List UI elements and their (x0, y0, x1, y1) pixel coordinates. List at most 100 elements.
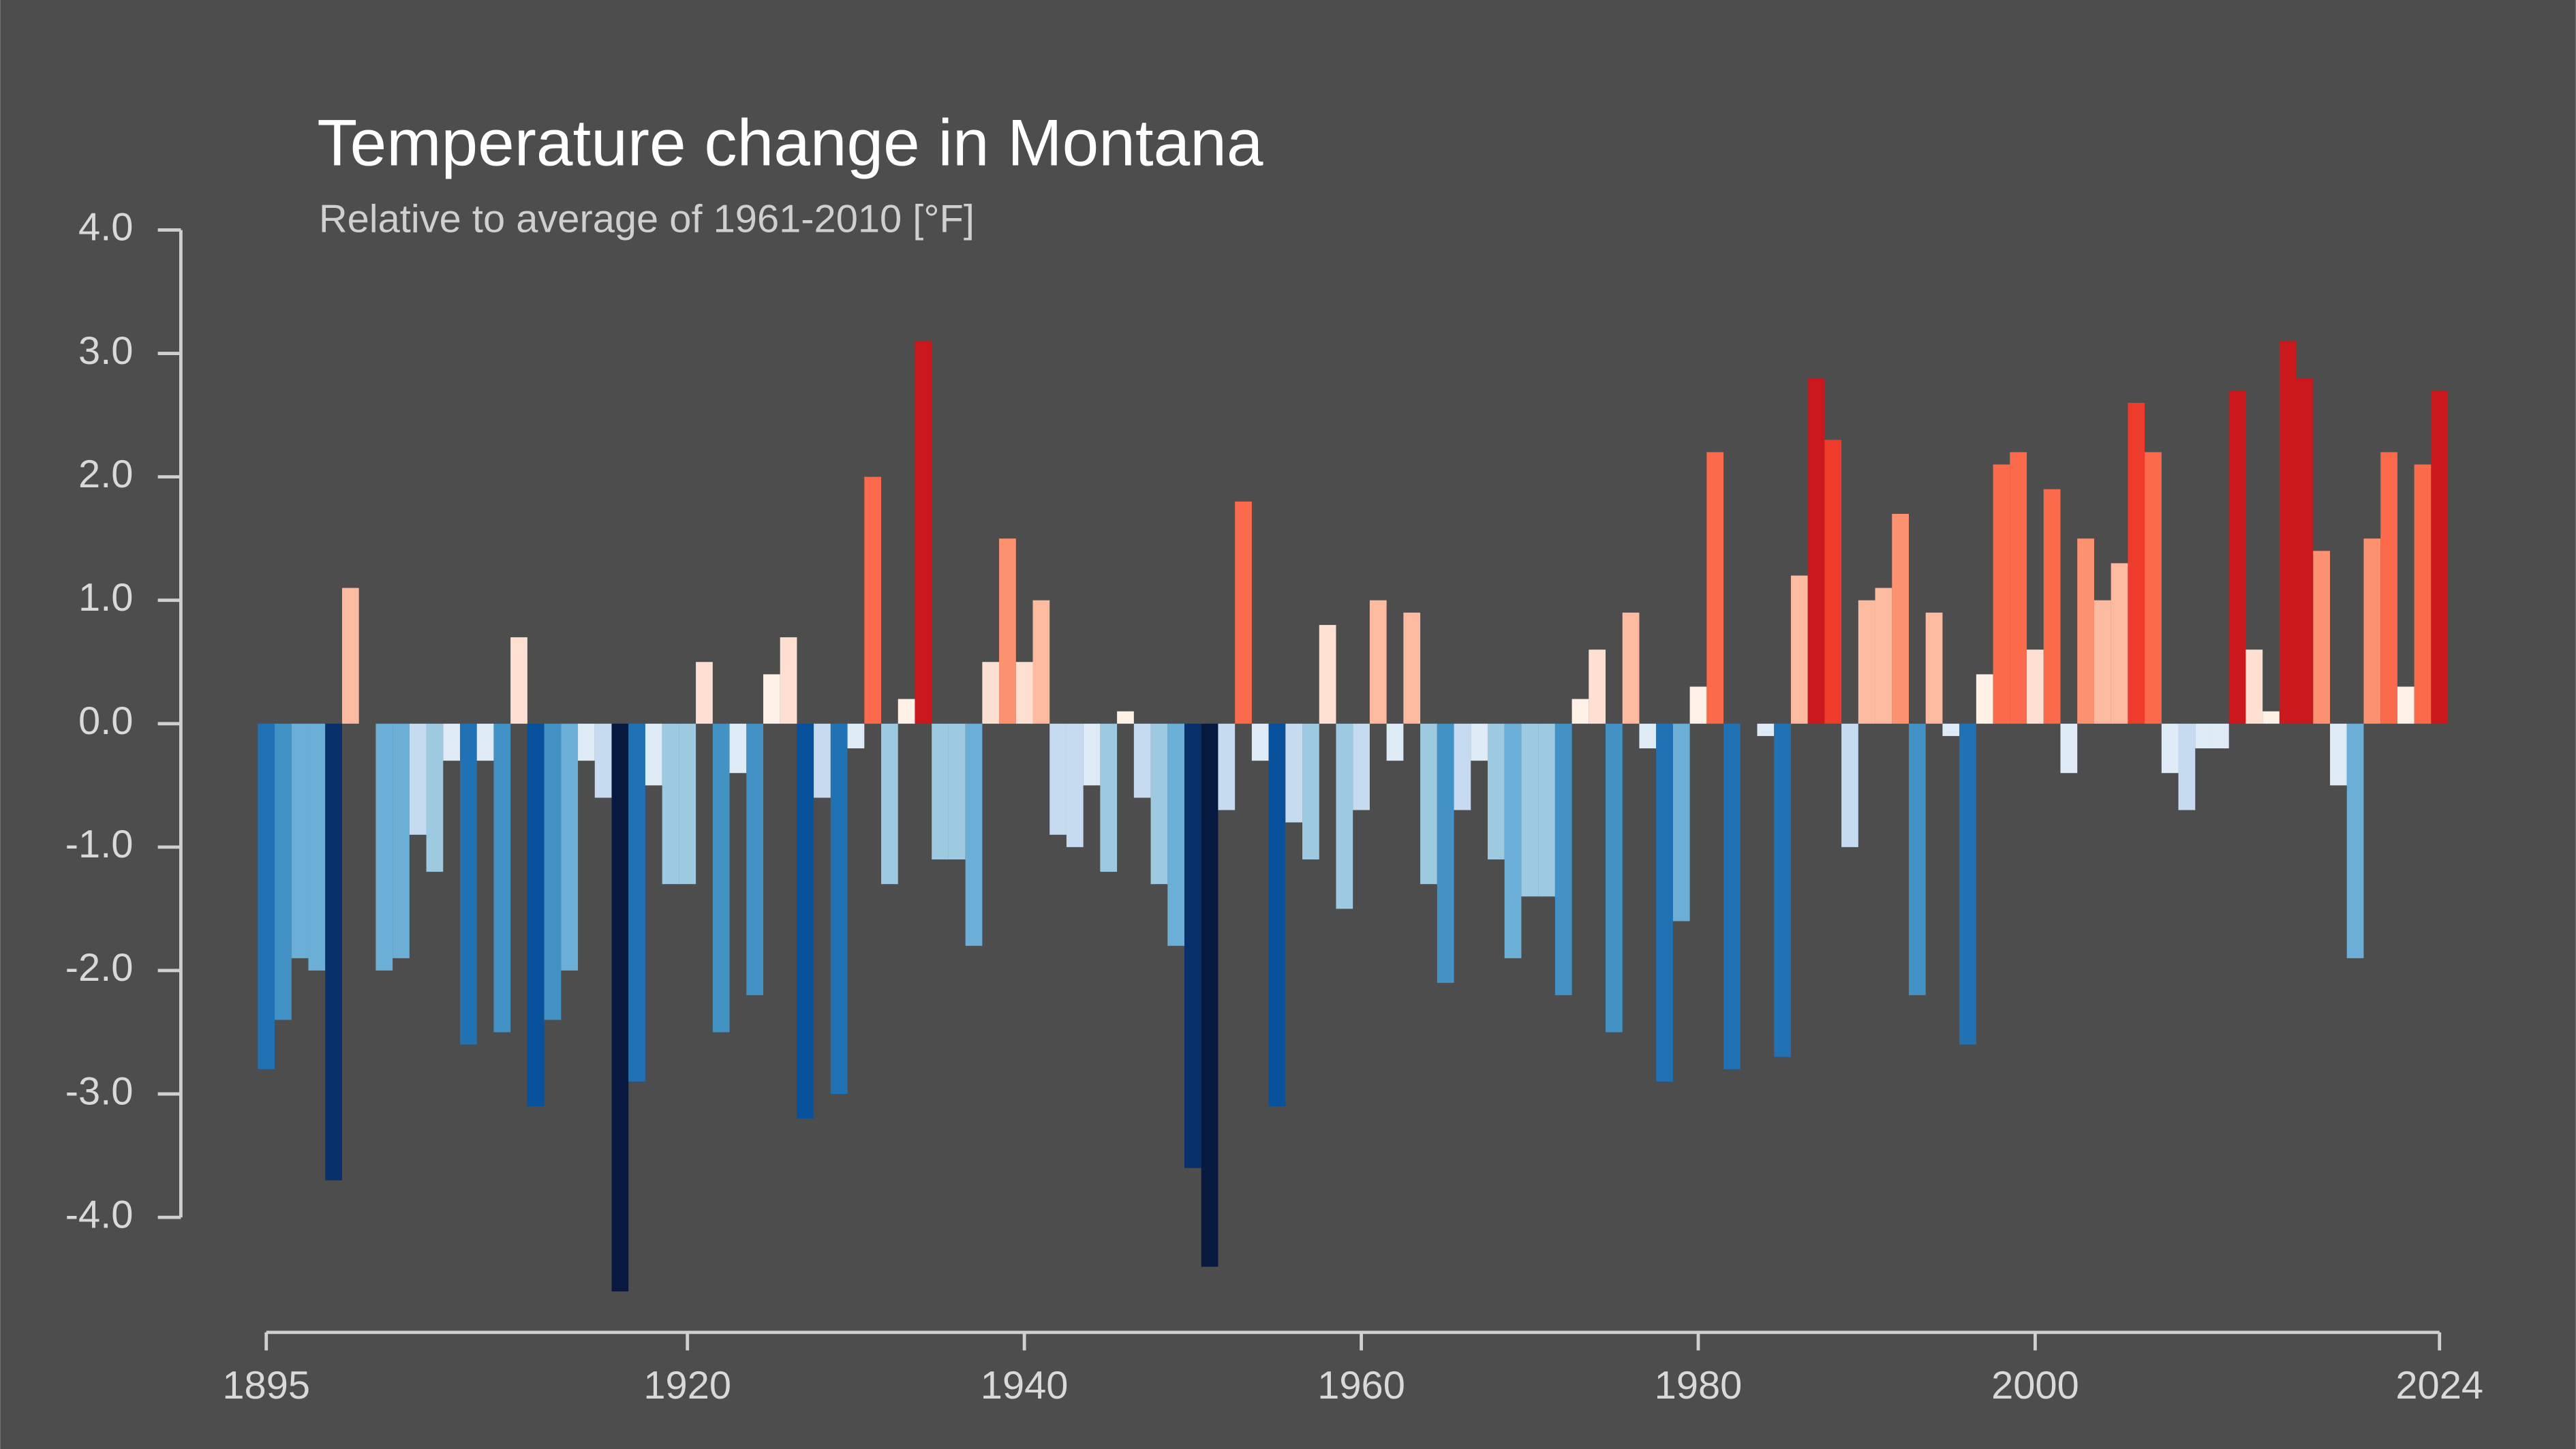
bar (1554, 723, 1572, 996)
bar (1437, 723, 1454, 983)
bar (1066, 723, 1084, 847)
bar (544, 723, 562, 1020)
x-tick-label: 1940 (981, 1364, 1069, 1407)
bar (1656, 723, 1673, 1082)
y-tick-label: -4.0 (65, 1193, 134, 1236)
bar (999, 538, 1016, 724)
bar (797, 723, 814, 1119)
bar (830, 723, 848, 1095)
bar (746, 723, 763, 996)
y-tick-label: 2.0 (78, 453, 133, 496)
bar (982, 662, 1000, 724)
bar (1959, 723, 1976, 1045)
bar (393, 723, 410, 958)
bar (1100, 723, 1118, 872)
bar (291, 723, 309, 958)
bar (2363, 538, 2381, 724)
bar (2279, 341, 2297, 724)
bar (1403, 612, 1421, 724)
bar (1622, 612, 1640, 724)
bar (1993, 464, 2010, 724)
chart-subtitle: Relative to average of 1961-2010 [°F] (319, 198, 975, 241)
bar (1015, 662, 1033, 724)
bar (2060, 723, 2078, 774)
bar (1892, 513, 1910, 724)
bar (341, 588, 359, 724)
bar (645, 723, 662, 786)
bar (2346, 723, 2364, 958)
bar (1369, 600, 1387, 724)
bar (1454, 723, 1471, 810)
bar (2161, 723, 2179, 774)
x-tick-label: 1895 (222, 1364, 310, 1407)
bar (1824, 440, 1842, 724)
bar (2431, 390, 2449, 724)
bar (915, 341, 932, 724)
bar (1639, 723, 1657, 749)
bar (527, 723, 545, 1107)
bar (814, 723, 831, 798)
bar (696, 662, 713, 724)
bar (763, 674, 780, 724)
bar (1689, 686, 1707, 724)
bar (426, 723, 444, 872)
bar (1757, 723, 1775, 736)
bar (932, 723, 949, 859)
bar (2195, 723, 2212, 749)
bar (561, 723, 579, 971)
bar (1117, 711, 1134, 724)
bar (1589, 650, 1606, 724)
bar (1521, 723, 1539, 897)
bar (628, 723, 645, 1082)
bar (2228, 390, 2246, 724)
bar (1774, 723, 1791, 1057)
bar (2313, 551, 2331, 724)
x-tick-label: 2024 (2395, 1364, 2483, 1407)
bar (1790, 575, 1808, 724)
bar (460, 723, 477, 1045)
bar (578, 723, 595, 761)
x-tick-label: 1980 (1655, 1364, 1743, 1407)
bar (1218, 723, 1236, 810)
bar (1032, 600, 1050, 724)
bar (1723, 723, 1741, 1069)
bar (1538, 723, 1555, 897)
bar (2211, 723, 2229, 749)
bar (1083, 723, 1101, 786)
y-tick-label: -3.0 (65, 1069, 134, 1113)
bar (493, 723, 511, 1033)
bar (409, 723, 427, 835)
bar (1150, 723, 1168, 885)
bar (1302, 723, 1319, 859)
bar (898, 699, 915, 724)
bar (308, 723, 326, 971)
bar (662, 723, 679, 885)
bar (1807, 378, 1825, 724)
bar (1471, 723, 1488, 761)
bar (1319, 624, 1336, 724)
x-tick-label: 1960 (1317, 1364, 1405, 1407)
bar (847, 723, 865, 749)
bar (1420, 723, 1437, 885)
y-tick-label: -1.0 (65, 823, 134, 866)
bar (2077, 538, 2094, 724)
bar (1353, 723, 1370, 810)
bar (2043, 489, 2061, 724)
bar (712, 723, 730, 1033)
bar (2380, 452, 2397, 724)
bar (2397, 686, 2414, 724)
bar (2094, 600, 2111, 724)
bar (2245, 650, 2263, 724)
bar (1336, 723, 1353, 909)
bar (1571, 699, 1589, 724)
bar (325, 723, 342, 1180)
y-tick-label: -2.0 (65, 946, 134, 990)
bar (1672, 723, 1690, 921)
bar (1386, 723, 1404, 761)
bar (1201, 723, 1218, 1267)
bar (443, 723, 461, 761)
bar (864, 476, 882, 724)
x-tick-label: 2000 (1991, 1364, 2079, 1407)
bar (2330, 723, 2347, 786)
bar (1504, 723, 1522, 958)
